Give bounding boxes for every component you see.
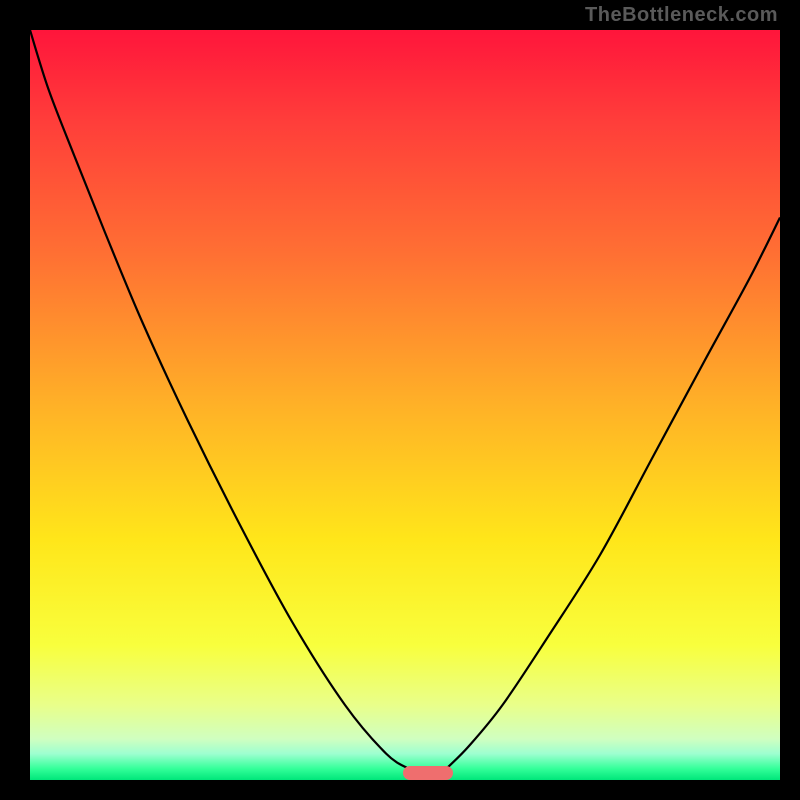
curve-right-branch — [446, 218, 780, 769]
curve-left-branch — [30, 30, 409, 769]
bottleneck-curve — [30, 30, 780, 780]
watermark-text: TheBottleneck.com — [585, 4, 778, 27]
chart-frame: TheBottleneck.com — [0, 0, 800, 800]
plot-area — [30, 30, 780, 780]
optimal-marker — [403, 766, 453, 780]
